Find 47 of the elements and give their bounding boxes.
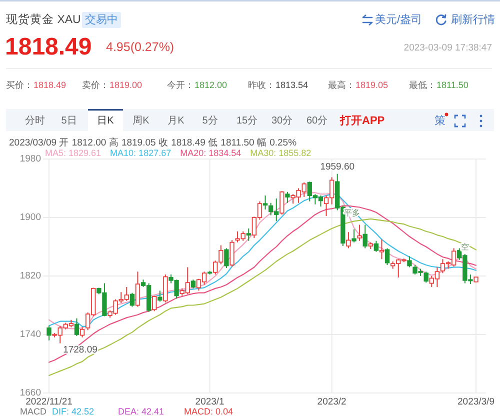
text: 15分 xyxy=(236,114,258,126)
text: 1818.49 xyxy=(5,34,92,60)
text: MACD xyxy=(20,406,47,416)
text: 30分 xyxy=(271,114,293,126)
text: 1819.05 xyxy=(356,80,388,90)
text: 1813.54 xyxy=(276,80,308,90)
y-tick-label: 1900 xyxy=(20,212,41,223)
text: 5分 xyxy=(202,114,218,126)
text: 2023/03/09 开 1812.00 高 1819.05 收 1818.49 低 1811.50 幅 0.25% xyxy=(9,136,298,148)
y-tick-label: 1980 xyxy=(20,154,41,164)
text: 分时 xyxy=(25,114,45,126)
x-tick-label: 2022/11/21 xyxy=(26,396,72,408)
text: 美元/盎司 xyxy=(375,13,422,26)
text: 今开： xyxy=(167,80,194,90)
text: 交易中 xyxy=(85,13,118,26)
text: 日K xyxy=(97,116,114,126)
text: 打开APP xyxy=(339,114,385,127)
text: 昨收： xyxy=(248,80,275,90)
x-tick-label: 2023/2 xyxy=(317,396,346,408)
text: 卖价： xyxy=(82,80,109,90)
text: 1819.00 xyxy=(110,80,142,90)
text: 60分 xyxy=(306,114,328,126)
text: 周K xyxy=(132,116,150,126)
text: DIF: 42.52 xyxy=(52,406,94,416)
annotation: 空 xyxy=(460,242,469,252)
text: 最低： xyxy=(409,80,436,90)
y-tick-label: 1740 xyxy=(20,329,41,340)
text: DEA: 42.41 xyxy=(118,406,164,416)
text: 1818.49 xyxy=(34,80,66,90)
text: 2023-03-09 17:38:47 xyxy=(404,42,492,54)
chart-title: 现货黄金 XAU xyxy=(6,13,81,26)
x-tick-label: 2023/3/9 xyxy=(458,396,494,408)
text: 买价： xyxy=(6,80,33,90)
y-tick-label: 1660 xyxy=(20,388,41,398)
annotation: 1959.60 xyxy=(320,161,355,172)
text: 刷新行情 xyxy=(451,13,495,26)
text: 5日 xyxy=(61,116,77,126)
text: 1812.00 xyxy=(194,80,228,90)
text: 4.95(0.27%) xyxy=(106,40,174,54)
text: MACD: 0.04 xyxy=(184,406,234,416)
text: 最高： xyxy=(328,80,355,90)
y-tick-label: 1820 xyxy=(20,270,41,282)
text: 月K xyxy=(168,116,185,126)
text: 策 xyxy=(434,115,446,127)
legend: MA5: 1829.61 MA10: 1827.67 MA20: 1834.54 MA30: 1855.82 xyxy=(45,148,312,158)
x-tick-label: 2023/1 xyxy=(195,396,224,408)
text: 1811.50 xyxy=(436,80,468,90)
